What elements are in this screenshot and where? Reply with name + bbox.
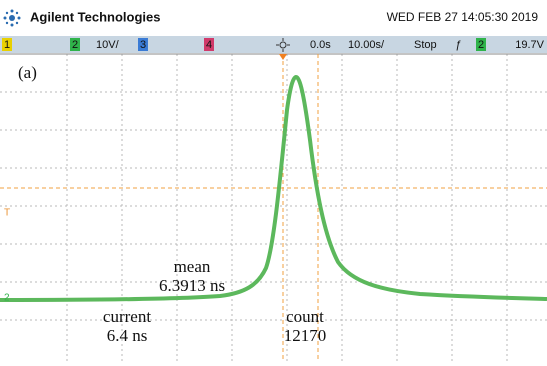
trigger-marker: T bbox=[4, 208, 10, 219]
brand: Agilent Technologies bbox=[30, 9, 161, 24]
mean-label: mean bbox=[174, 257, 211, 276]
trig-level: 19.7V bbox=[515, 39, 544, 51]
panel-label: (a) bbox=[18, 63, 37, 82]
ch4: 4 bbox=[206, 39, 212, 51]
scope-screenshot: Agilent Technologies WED FEB 27 14:05:30… bbox=[0, 0, 547, 361]
ch2: 2 bbox=[72, 39, 78, 51]
graticule bbox=[0, 54, 547, 361]
trig-source: 2 bbox=[478, 39, 484, 51]
ch2-scale: 10V/ bbox=[96, 39, 120, 51]
datetime: WED FEB 27 14:05:30 2019 bbox=[387, 10, 539, 24]
count-label: count bbox=[286, 307, 324, 326]
delay: 0.0s bbox=[310, 39, 331, 51]
count-value: 12170 bbox=[284, 326, 327, 345]
current-value: 6.4 ns bbox=[107, 326, 148, 345]
current-label: current bbox=[103, 307, 151, 326]
run-state: Stop bbox=[414, 39, 437, 51]
ch3: 3 bbox=[140, 39, 146, 51]
logo bbox=[4, 10, 21, 27]
mean-value: 6.3913 ns bbox=[159, 276, 225, 295]
trigger-edge: ƒ bbox=[455, 39, 461, 51]
ch1: 1 bbox=[4, 39, 10, 51]
toolbar bbox=[0, 36, 547, 53]
timebase: 10.00s/ bbox=[348, 39, 385, 51]
delay-marker bbox=[279, 54, 287, 60]
ground-marker: 2 bbox=[4, 293, 10, 304]
